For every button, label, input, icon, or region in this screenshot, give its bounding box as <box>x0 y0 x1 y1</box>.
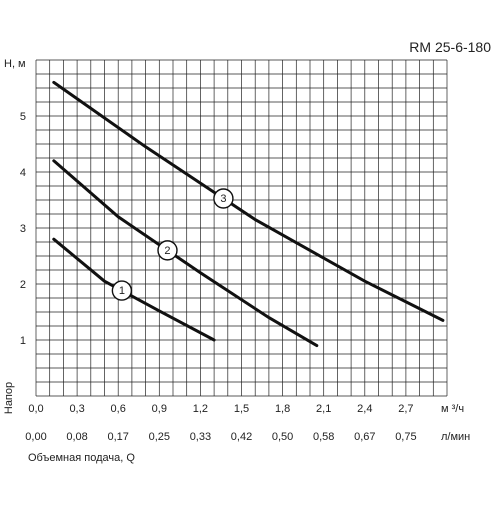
x-tick-label: 0,6 <box>111 403 126 415</box>
x-tick-label-secondary: 0,25 <box>149 431 170 443</box>
x-tick-label-secondary: 0,33 <box>190 431 211 443</box>
x-tick-label-secondary: 0,17 <box>107 431 128 443</box>
x-tick-label-secondary: 0,42 <box>231 431 252 443</box>
x-tick-label-secondary: 0,50 <box>272 431 293 443</box>
x-tick-label-secondary: 0,75 <box>395 431 416 443</box>
y-tick-label: 1 <box>20 335 26 347</box>
y-tick-label: 3 <box>20 223 26 235</box>
x-tick-label: 2,4 <box>357 403 372 415</box>
x-tick-label: 1,5 <box>234 403 249 415</box>
x-axis-label: Объемная подача, Q <box>28 452 135 464</box>
series-3-label: 3 <box>220 193 226 205</box>
x-tick-label: 1,8 <box>275 403 290 415</box>
y-tick-label: 4 <box>20 167 26 179</box>
y-tick-label: 2 <box>20 279 26 291</box>
x-tick-label-secondary: 0,00 <box>25 431 46 443</box>
x-tick-label: 2,1 <box>316 403 331 415</box>
series-1-label: 1 <box>119 285 125 297</box>
x-tick-label-secondary: 0,67 <box>354 431 375 443</box>
series-3-line <box>52 80 445 322</box>
x-tick-label: 0,9 <box>152 403 167 415</box>
y-axis-side-label: Напор <box>3 382 15 414</box>
y-axis-label: H, м <box>4 58 26 70</box>
chart-title: RM 25-6-180 <box>409 39 491 55</box>
series-group: 1 2 3 <box>52 80 445 348</box>
series-1-badge <box>111 280 133 301</box>
x-tick-label-secondary: 0,58 <box>313 431 334 443</box>
y-tick-label: 5 <box>20 111 26 123</box>
x-tick-label: 0,0 <box>28 403 43 415</box>
series-1-line <box>52 237 216 342</box>
x-axis-unit-secondary: л/мин <box>441 431 470 443</box>
series-2-line <box>52 159 319 348</box>
axis-ticks: 0,0 0,00 0,3 0,08 0,6 0,17 0,9 0,25 1,2 0,33 1,5 0,… <box>20 111 417 443</box>
series-2-badge <box>157 240 178 261</box>
x-tick-label-secondary: 0,08 <box>66 431 87 443</box>
series-2-label: 2 <box>164 245 170 257</box>
x-tick-label: 1,2 <box>193 403 208 415</box>
series-3-badge <box>213 188 234 209</box>
x-axis-unit-primary: м ³/ч <box>441 403 464 415</box>
grid <box>35 59 448 397</box>
x-tick-label: 2,7 <box>398 403 413 415</box>
x-tick-label: 0,3 <box>69 403 84 415</box>
